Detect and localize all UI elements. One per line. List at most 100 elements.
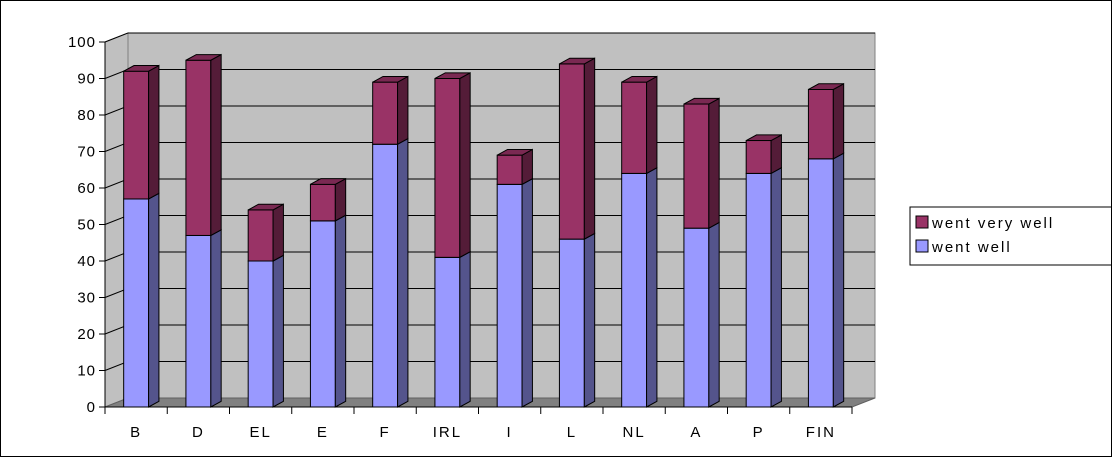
bar-segment [807,82,845,160]
y-tick-label: 10 [77,363,96,380]
x-tick-label: B [130,424,142,441]
bar-segment [123,192,160,408]
legend-label: went well [931,239,1012,256]
bar-side [521,177,533,408]
bar-front [185,234,212,408]
bar-top [559,57,595,65]
x-tick-label: NL [623,424,646,441]
bar-front [558,238,585,408]
bar-segment [434,250,471,408]
bar-segment [683,221,720,408]
bar-side [583,57,596,240]
bar-top [310,178,346,185]
bar-segment [247,203,284,262]
bar-top [123,65,160,72]
bar-top [745,134,782,142]
bar-top [621,75,658,83]
bar-side [397,75,409,146]
bar-front [807,158,834,408]
bar-side [148,192,160,408]
x-tick-label: D [192,424,205,441]
bar-side [272,203,284,262]
bar-front [745,172,772,408]
legend-label: went very well [931,215,1054,232]
bar-segment [683,97,720,229]
y-tick-label: 30 [77,290,96,307]
bar-top [496,148,533,156]
x-tick-label: I [507,424,513,441]
bar-segment [372,75,409,146]
bar-top [372,75,409,83]
bar-front [372,143,399,408]
bar-segment [745,134,782,175]
bar-segment [123,64,160,200]
bar-side [397,137,409,408]
bar-segment [185,228,222,408]
bar-side [148,64,160,200]
bar-side [770,134,782,175]
legend-item: went well [915,239,1012,256]
bar-segment [496,177,533,408]
bar-front [123,198,150,408]
bar-front [558,63,585,240]
x-tick-label: FIN [806,424,836,441]
bar-front [434,256,461,408]
bar-segment [434,71,471,259]
bar-segment [621,166,658,408]
x-tick-label: L [567,424,577,441]
bar-segment [309,177,347,222]
bar-side [459,71,471,259]
y-tick-label: 50 [77,217,96,234]
legend-item: went very well [915,215,1054,232]
bar-segment [185,53,222,237]
bar-segment [496,148,533,186]
x-tick-label: IRL [433,424,462,441]
gridline-side [104,32,129,43]
y-tick-label: 100 [68,34,96,51]
bar-front [185,59,212,236]
bar-side [832,82,845,160]
bar-top [683,97,720,105]
bar-side [708,221,720,408]
bar-side [272,254,284,408]
axis-labels: 0 10 20 30 40 50 60 70 80 90 100 B D EL E F IRL I L NL A P FIN [68,34,836,441]
x-tick-label: A [690,424,702,441]
bars [123,53,845,408]
bar-side [646,166,658,408]
bar-front [123,70,150,200]
bar-side [708,97,720,229]
legend: went very well went well [909,206,1112,266]
bar-segment [309,214,347,408]
bar-front [496,183,523,408]
bar-side [770,166,782,408]
bar-segment [558,57,596,240]
bar-front [496,154,523,185]
bar-side [583,232,596,408]
bar-front [247,260,274,408]
bar-segment [621,75,658,175]
legend-swatch [915,215,929,229]
bar-side [334,214,347,408]
x-tick-label: EL [249,424,271,441]
x-tick-label: E [317,424,329,441]
bar-front [434,78,461,258]
bar-top [185,54,222,61]
bar-front [683,103,710,229]
bar-front [621,172,648,408]
axes [99,41,853,414]
bar-top [808,83,844,90]
y-tick-label: 60 [77,180,96,197]
bar-front [807,88,834,160]
y-tick-label: 40 [77,253,96,270]
bar-front [247,209,274,262]
bar-front [683,227,710,408]
bar-segment [558,232,596,408]
bar-segment [247,254,284,408]
y-tick-label: 90 [77,71,96,88]
y-tick-label: 0 [87,399,96,416]
bar-segment [807,152,845,408]
bar-front [309,220,336,408]
x-tick-label: F [380,424,391,441]
bar-side [832,152,845,408]
